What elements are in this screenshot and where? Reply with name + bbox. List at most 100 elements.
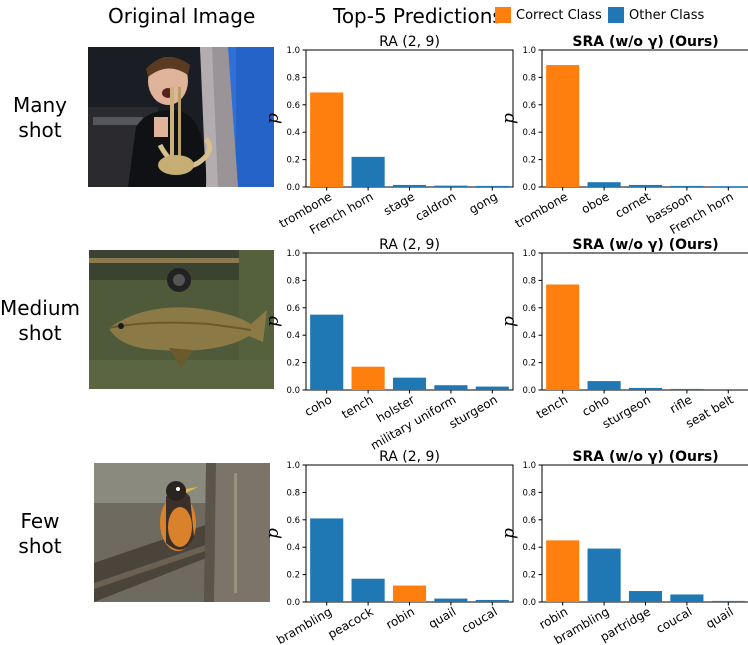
chart-2-ytick-label-2: 0.4: [286, 331, 300, 341]
original-image-header: Original Image: [108, 4, 256, 28]
chart-1-ytick-label-3: 0.6: [522, 101, 536, 111]
chart-1-title: SRA (w/o γ) (Ours): [572, 34, 718, 50]
chart-2-bar-2: [392, 377, 427, 390]
chart-4-xlabel-1: peacock: [325, 604, 375, 641]
chart-3-ytick-label-3: 0.6: [522, 304, 536, 314]
chart-1-ytick-label-0: 0.0: [522, 183, 536, 193]
legend-other-label: Other Class: [629, 7, 705, 23]
chart-0-ytick-label-2: 0.4: [286, 128, 300, 138]
chart-5-bar-3: [670, 594, 704, 602]
chart-3-bar-4: [711, 389, 745, 390]
chart-1-bar-0: [546, 65, 580, 187]
top5-predictions-header: Top-5 Predictions: [333, 4, 503, 28]
chart-2-bar-4: [475, 386, 509, 390]
chart-5-ytick-label-0: 0.0: [522, 598, 536, 608]
chart-5-ytick-label-1: 0.2: [522, 571, 536, 581]
chart-0-ytick-label-1: 0.2: [286, 156, 300, 166]
chart-1-xlabel-0: trombone: [513, 189, 571, 230]
chart-4-title: RA (2, 9): [379, 449, 440, 465]
row-label-medium-shot: Medium shot: [0, 296, 80, 345]
chart-5-bar-0: [546, 540, 580, 602]
chart-2-ylabel: p: [263, 316, 283, 327]
chart-4-ytick-label-2: 0.4: [286, 543, 300, 553]
chart-5-bar-1: [587, 548, 621, 602]
chart-2-ytick-label-0: 0.0: [286, 386, 300, 396]
chart-5-bar-4: [711, 600, 745, 602]
row-label-few-shot: Few shot: [18, 509, 62, 558]
chart-1-bar-1: [587, 182, 621, 187]
chart-5-ylabel: p: [499, 528, 519, 539]
chart-4-xlabel-4: coucal: [459, 604, 500, 636]
chart-3-ytick-label-2: 0.4: [522, 331, 536, 341]
photo-person-with-trombone: [88, 47, 274, 187]
chart-3-xlabel-3: rifle: [667, 392, 694, 416]
chart-2-bar-3: [434, 385, 468, 390]
chart-1-xlabel-1: oboe: [579, 189, 612, 216]
legend-other-swatch: [608, 7, 624, 23]
chart-3-xlabel-0: tench: [534, 392, 570, 421]
chart-3-ytick-label-5: 1.0: [522, 249, 536, 259]
chart-2-title: RA (2, 9): [379, 237, 440, 253]
chart-4-ytick-label-5: 1.0: [286, 461, 300, 471]
chart-0-title: RA (2, 9): [379, 34, 440, 50]
chart-0-ytick-label-4: 0.8: [286, 73, 300, 83]
chart-3-bar-3: [670, 388, 704, 390]
chart-0-ytick-label-5: 1.0: [286, 46, 300, 56]
chart-0-bar-3: [434, 185, 468, 187]
legend-other-class: Other Class: [608, 7, 704, 23]
chart-4-bar-3: [434, 598, 468, 602]
chart-4-ylabel: p: [263, 528, 283, 539]
chart-5-ytick-label-5: 1.0: [522, 461, 536, 471]
chart-0-bar-1: [351, 156, 385, 187]
legend-correct-label: Correct Class: [516, 7, 602, 23]
chart-0-bar-4: [475, 185, 509, 187]
chart-0-ytick-label-0: 0.0: [286, 183, 300, 193]
row-label-many-shot: Many shot: [12, 93, 68, 142]
photo-robin-on-tree: [94, 463, 270, 602]
chart-4-bar-0: [310, 518, 344, 602]
chart-3-xlabel-4: seat belt: [683, 392, 736, 431]
chart-5-title: SRA (w/o γ) (Ours): [572, 449, 718, 465]
chart-0-bar-0: [310, 92, 344, 187]
chart-5-xlabel-3: coucal: [654, 604, 695, 636]
chart-4-bar-1: [351, 578, 385, 602]
chart-3-ytick-label-4: 0.8: [522, 276, 536, 286]
chart-5-ytick-label-4: 0.8: [522, 488, 536, 498]
chart-4-xlabel-2: robin: [384, 604, 417, 631]
photo-tench-fish: [89, 250, 274, 389]
chart-1-ytick-label-1: 0.2: [522, 156, 536, 166]
chart-4-ytick-label-4: 0.8: [286, 488, 300, 498]
chart-5-ytick-label-2: 0.4: [522, 543, 536, 553]
chart-3-ylabel: p: [499, 316, 519, 327]
chart-1-bar-2: [628, 184, 663, 187]
chart-2-bar-0: [310, 314, 344, 390]
chart-2-bar-1: [351, 366, 385, 390]
legend-correct-class: Correct Class: [495, 7, 602, 23]
chart-0-bar-2: [392, 184, 427, 187]
chart-3-ytick-label-0: 0.0: [522, 386, 536, 396]
chart-4-ytick-label-3: 0.6: [286, 516, 300, 526]
legend-correct-swatch: [495, 7, 511, 23]
chart-4-xlabel-3: quail: [426, 604, 458, 631]
chart-0-ytick-label-3: 0.6: [286, 101, 300, 111]
chart-1-ylabel: p: [499, 113, 519, 124]
chart-1-ytick-label-5: 1.0: [522, 46, 536, 56]
chart-4-ytick-label-1: 0.2: [286, 571, 300, 581]
chart-3-bar-2: [628, 387, 663, 390]
chart-0-xlabel-4: gong: [467, 189, 500, 216]
chart-1-ytick-label-2: 0.4: [522, 128, 536, 138]
chart-4-bar-2: [392, 585, 427, 602]
chart-0-xlabel-2: stage: [381, 189, 417, 218]
chart-5-bar-2: [628, 591, 663, 602]
chart-2-ytick-label-1: 0.2: [286, 359, 300, 369]
chart-1-ytick-label-4: 0.8: [522, 73, 536, 83]
chart-2-xlabel-0: coho: [302, 392, 334, 419]
chart-1-bar-3: [670, 185, 704, 187]
chart-2-xlabel-1: tench: [339, 392, 375, 421]
chart-4-ytick-label-0: 0.0: [286, 598, 300, 608]
chart-4-bar-4: [475, 599, 509, 602]
chart-3-ytick-label-1: 0.2: [522, 359, 536, 369]
chart-2-ytick-label-5: 1.0: [286, 249, 300, 259]
chart-1-bar-4: [711, 186, 745, 187]
